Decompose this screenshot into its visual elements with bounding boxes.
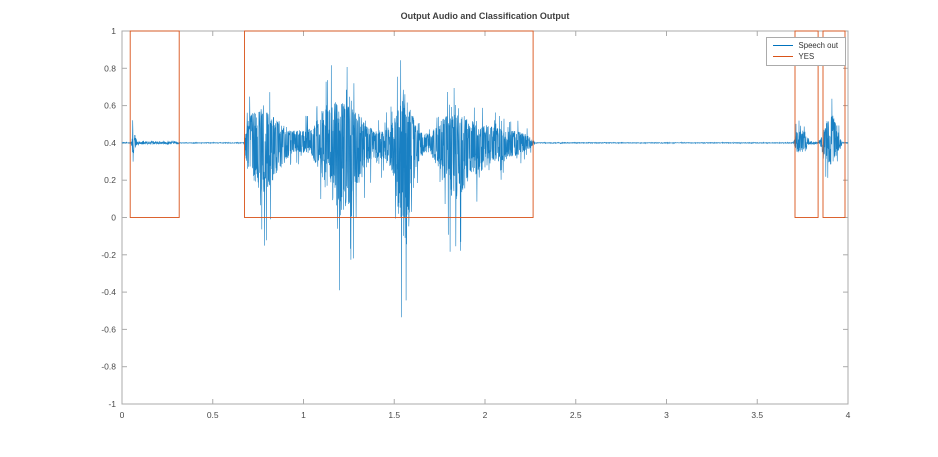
y-tick-label: 1 xyxy=(111,26,116,36)
y-tick-label: 0.6 xyxy=(104,101,116,111)
x-tick-label: 4 xyxy=(846,410,851,420)
y-tick-label: -0.6 xyxy=(101,324,116,334)
x-tick-label: 1.5 xyxy=(388,410,400,420)
x-tick-label: 2.5 xyxy=(570,410,582,420)
x-tick-label: 1 xyxy=(301,410,306,420)
yes-region-outline xyxy=(822,30,846,218)
y-tick-label: -0.2 xyxy=(101,250,116,260)
x-tick-label: 3.5 xyxy=(751,410,763,420)
legend-item-speech-out: Speech out xyxy=(772,41,838,50)
y-tick-label: -0.4 xyxy=(101,287,116,297)
y-tick-label: 0.8 xyxy=(104,63,116,73)
legend-line-sample-speech-out xyxy=(772,45,793,47)
legend-line-sample-yes xyxy=(772,56,793,58)
x-tick-label: 0.5 xyxy=(207,410,219,420)
y-tick-label: -0.8 xyxy=(101,362,116,372)
legend-box: Speech out YES xyxy=(765,37,846,66)
legend-label-speech-out: Speech out xyxy=(798,41,838,50)
yes-region-outline xyxy=(244,30,534,218)
x-tick-label: 0 xyxy=(120,410,125,420)
chart-title: Output Audio and Classification Output xyxy=(400,11,570,21)
yes-region-outline xyxy=(794,30,819,218)
yes-region-outline xyxy=(129,30,180,218)
legend-item-yes: YES xyxy=(772,51,838,61)
speech-out-waveform xyxy=(121,60,849,318)
x-tick-label: 3 xyxy=(664,410,669,420)
y-tick-label: 0.2 xyxy=(104,175,116,185)
x-tick-label: 2 xyxy=(483,410,488,420)
legend-label-yes: YES xyxy=(798,51,815,61)
y-tick-label: -1 xyxy=(108,399,116,409)
y-tick-label: 0.4 xyxy=(104,138,116,148)
y-tick-label: 0 xyxy=(111,213,116,223)
